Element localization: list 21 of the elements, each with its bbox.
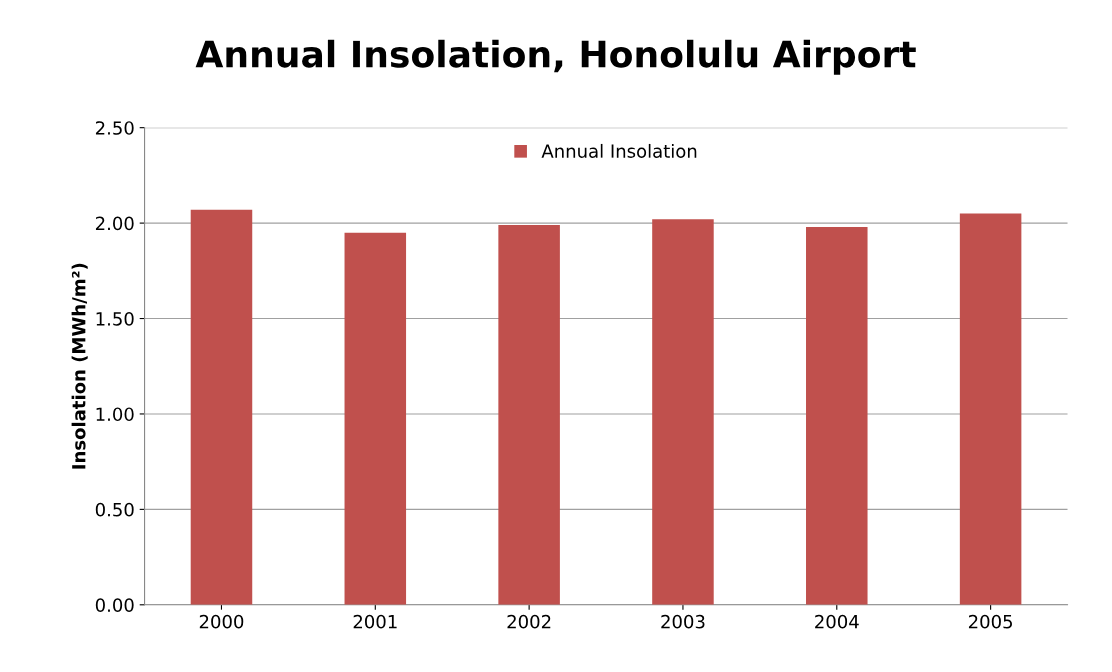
bar (652, 219, 714, 605)
legend-label: Annual Insolation (541, 143, 697, 158)
bar (190, 209, 253, 605)
bar (498, 225, 560, 605)
bar (959, 213, 1022, 605)
chart-title: Annual Insolation, Honolulu Airport (195, 39, 916, 75)
bar (344, 232, 407, 605)
y-tick-label: 0.00 (95, 598, 134, 612)
y-axis-title: Insolation (MWh/m²) (71, 263, 88, 469)
y-tick-label: 1.50 (96, 311, 134, 326)
y-tick-label: 2.50 (95, 121, 134, 135)
x-tick-label: 2005 (968, 614, 1012, 629)
x-tick-label: 2001 (353, 614, 397, 629)
x-tick-label: 2003 (661, 614, 705, 629)
x-tick-label: 2002 (507, 614, 551, 629)
x-tick-label: 2004 (815, 614, 859, 629)
x-tick-label: 2000 (199, 614, 244, 629)
y-tick-label: 2.00 (95, 216, 134, 231)
y-tick-label: 1.00 (96, 407, 134, 422)
bar (806, 226, 868, 605)
y-tick-label: 0.50 (95, 502, 134, 517)
